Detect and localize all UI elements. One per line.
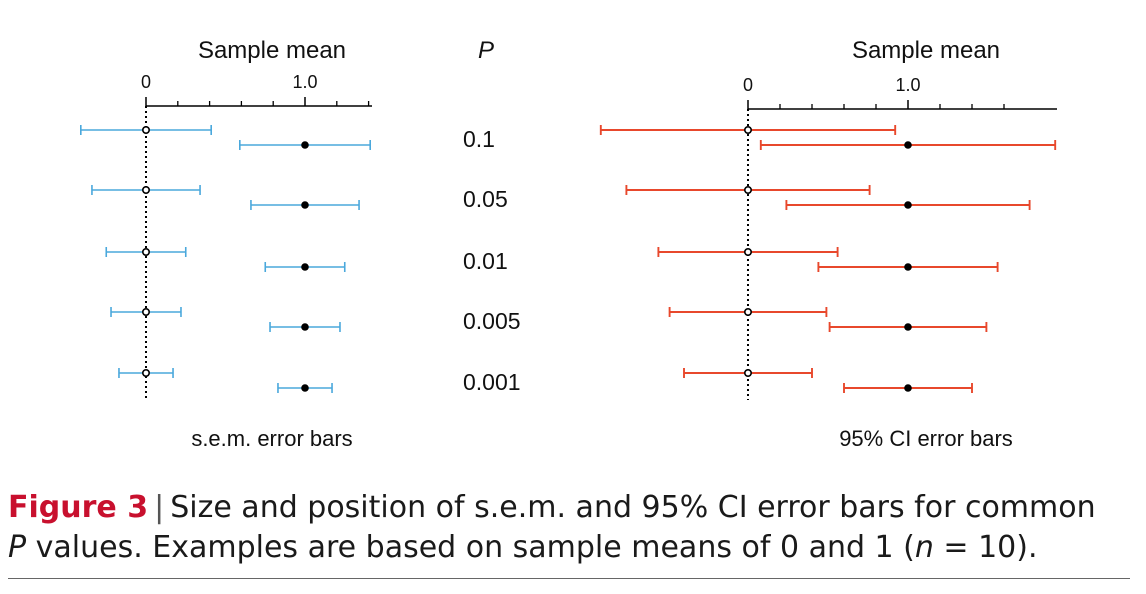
ci-mean-point-filled — [904, 141, 912, 149]
ci-tick-label: 1.0 — [895, 75, 920, 95]
sem-mean-point-filled — [301, 141, 309, 149]
sem-tick-label: 1.0 — [292, 72, 317, 92]
sem-tick-label: 0 — [141, 72, 151, 92]
caption-separator: | — [154, 490, 165, 525]
caption-p-letter: P — [8, 530, 27, 565]
p-value-label: 0.05 — [463, 186, 508, 212]
ci-tick-label: 0 — [743, 75, 753, 95]
ci-mean-point-filled — [904, 263, 912, 271]
caption-rule — [8, 578, 1130, 579]
p-column-header: P — [478, 37, 494, 64]
sem-mean-point-open — [142, 307, 151, 316]
p-value-label: 0.01 — [463, 248, 508, 274]
caption-line2b: = 10). — [933, 530, 1038, 565]
caption-line2a: values. Examples are based on sample mea… — [26, 530, 915, 565]
sem-mean-point-open — [142, 126, 151, 135]
caption-figure-label: Figure 3 — [8, 490, 149, 525]
sem-mean-point-open — [142, 186, 151, 195]
ci-mean-point-filled — [904, 384, 912, 392]
sem-mean-point-open — [142, 248, 151, 257]
ci-mean-point-open — [743, 307, 752, 316]
ci-mean-point-open — [743, 126, 752, 135]
figure-caption: Figure 3 | Size and position of s.e.m. and… — [8, 488, 1128, 568]
p-value-label: 0.1 — [463, 126, 495, 152]
sem-mean-point-filled — [301, 384, 309, 392]
sem-mean-point-filled — [301, 201, 309, 209]
caption-line1: Size and position of s.e.m. and 95% CI e… — [170, 490, 1096, 525]
ci-footer-label: 95% CI error bars — [839, 426, 1013, 451]
sem-mean-point-filled — [301, 323, 309, 331]
figure-svg: Sample mean 0 1.0 s.e.m. error bars Sample m… — [80, 37, 1057, 451]
sem-axis-title: Sample mean — [198, 37, 346, 64]
ci-mean-point-open — [743, 248, 752, 257]
p-value-label: 0.005 — [463, 308, 521, 334]
sem-footer-label: s.e.m. error bars — [191, 426, 352, 451]
sem-mean-point-open — [142, 368, 151, 377]
p-value-label: 0.001 — [463, 369, 521, 395]
sem-mean-point-filled — [301, 263, 309, 271]
ci-mean-point-filled — [904, 201, 912, 209]
ci-mean-point-open — [743, 368, 752, 377]
ci-mean-point-open — [743, 186, 752, 195]
caption-n-letter: n — [914, 530, 934, 565]
ci-mean-point-filled — [904, 323, 912, 331]
ci-axis-title: Sample mean — [852, 37, 1000, 64]
